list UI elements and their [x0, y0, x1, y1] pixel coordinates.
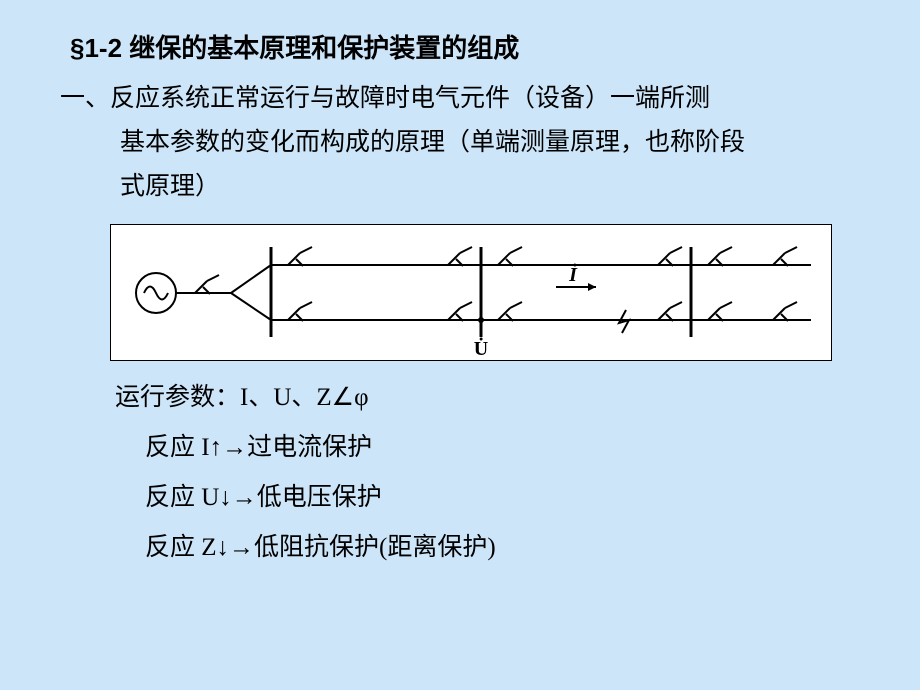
circuit-svg: İ U̇ — [111, 225, 831, 360]
slide: §1-2 继保的基本原理和保护装置的组成 一、反应系统正常运行与故障时电气元件（… — [0, 0, 920, 573]
params-line-1: 运行参数：I、U、Z∠φ — [115, 373, 860, 423]
parameters-block: 运行参数：I、U、Z∠φ 反应 I↑→过电流保护 反应 U↓→低电压保护 反应 … — [115, 373, 860, 573]
i-label: İ — [568, 262, 578, 286]
section-title: §1-2 继保的基本原理和保护装置的组成 — [70, 28, 860, 65]
section-1-cont1: 基本参数的变化而构成的原理（单端测量原理，也称阶段 — [120, 121, 860, 165]
section-1-lead: 一、反应系统正常运行与故障时电气元件（设备）一端所测 — [60, 85, 710, 112]
params-line-3: 反应 U↓→低电压保护 — [145, 473, 860, 523]
section-1-cont2: 式原理） — [120, 165, 860, 209]
params-line-2: 反应 I↑→过电流保护 — [145, 423, 860, 473]
circuit-diagram: İ U̇ — [110, 224, 832, 361]
u-label: U̇ — [474, 336, 488, 360]
params-line-4: 反应 Z↓→低阻抗保护(距离保护) — [145, 523, 860, 573]
section-1-text: 一、反应系统正常运行与故障时电气元件（设备）一端所测 基本参数的变化而构成的原理… — [60, 77, 860, 208]
circuit-diagram-wrap: İ U̇ — [110, 224, 860, 361]
